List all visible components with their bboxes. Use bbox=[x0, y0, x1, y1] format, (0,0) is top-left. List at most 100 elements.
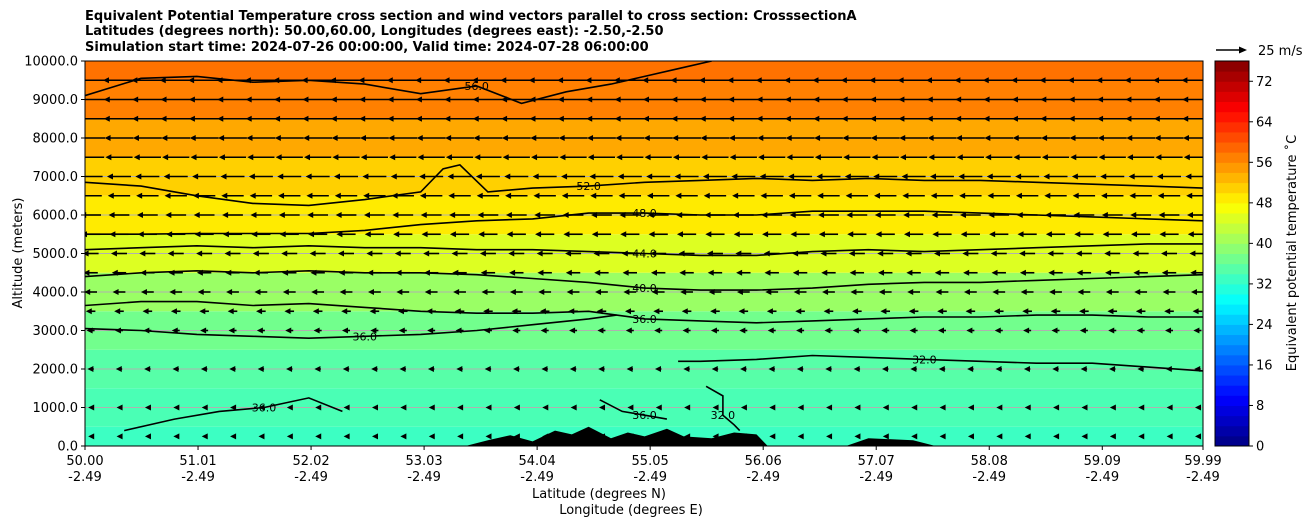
wind-vector bbox=[278, 212, 300, 218]
y-tick-label: 0.0 bbox=[57, 440, 78, 455]
wind-vector bbox=[338, 269, 354, 276]
wind-vector bbox=[273, 77, 306, 84]
wind-vector bbox=[169, 289, 183, 295]
wind-vector bbox=[196, 269, 212, 276]
wind-vector bbox=[103, 96, 135, 103]
wind-vector bbox=[849, 269, 865, 276]
wind-vector bbox=[646, 192, 670, 199]
wind-vector bbox=[590, 192, 613, 199]
colorbar-tick-label: 24 bbox=[1256, 318, 1273, 333]
wind-vector bbox=[1105, 289, 1119, 295]
wind-vector bbox=[703, 192, 727, 199]
wind-vector bbox=[501, 135, 531, 141]
wind-vector bbox=[591, 231, 612, 238]
wind-vector bbox=[903, 212, 925, 218]
wind-vector bbox=[274, 115, 305, 122]
wind-vector bbox=[614, 96, 646, 103]
wind-vector bbox=[732, 212, 754, 218]
wind-vector bbox=[88, 404, 95, 411]
wind-vector bbox=[736, 269, 751, 276]
wind-vector bbox=[445, 154, 474, 161]
contour-line bbox=[85, 243, 1203, 257]
wind-vector bbox=[485, 433, 492, 440]
wind-vector bbox=[926, 96, 958, 103]
wind-vector bbox=[371, 433, 378, 440]
wind-vector bbox=[1024, 404, 1031, 411]
wind-vector bbox=[444, 115, 475, 122]
wind-vector bbox=[937, 327, 946, 334]
wind-vector bbox=[698, 77, 731, 84]
wind-vector bbox=[784, 96, 816, 103]
wind-vector bbox=[708, 289, 722, 295]
wind-vector bbox=[1195, 433, 1202, 440]
colorbar-label: Equivalent potential temperature ˚C bbox=[1284, 135, 1300, 371]
wind-vector bbox=[939, 404, 946, 411]
contour-line bbox=[85, 210, 1203, 235]
wind-vector bbox=[188, 115, 220, 122]
wind-vector bbox=[1068, 115, 1100, 122]
wind-vector bbox=[111, 269, 127, 276]
wind-vector bbox=[143, 327, 152, 334]
wind-vector bbox=[193, 212, 215, 218]
wind-vector bbox=[792, 250, 809, 257]
wind-vector bbox=[358, 77, 391, 84]
wind-vector bbox=[812, 77, 845, 84]
wind-vector bbox=[911, 404, 918, 411]
wind-vector bbox=[307, 212, 329, 218]
wind-vector bbox=[282, 289, 296, 295]
wind-vector bbox=[313, 327, 322, 334]
wind-vector bbox=[958, 173, 983, 180]
wind-vector bbox=[1039, 77, 1072, 84]
wind-vector bbox=[511, 308, 522, 315]
plot-area: 56.0 52.0 48.0 44.0 40.0 36.0 36.0 32.0 32.0 36.0… bbox=[85, 61, 1203, 446]
wind-vector bbox=[230, 404, 237, 411]
wind-vector bbox=[192, 173, 217, 180]
wind-vector bbox=[105, 154, 133, 161]
wind-vector bbox=[508, 250, 525, 257]
y-axis-label: Altitude (meters) bbox=[11, 198, 26, 309]
wind-vector bbox=[902, 192, 925, 199]
wind-vector bbox=[739, 327, 748, 334]
wind-vector bbox=[878, 269, 893, 276]
wind-vector bbox=[371, 366, 378, 372]
wind-vector bbox=[448, 192, 471, 199]
wind-vector bbox=[331, 135, 361, 141]
wind-vector bbox=[823, 308, 834, 315]
wind-vector bbox=[309, 250, 326, 257]
wind-vector bbox=[926, 115, 958, 122]
wind-vector bbox=[983, 96, 1014, 103]
wind-vector bbox=[106, 173, 131, 180]
wind-vector bbox=[86, 327, 95, 334]
wind-vector bbox=[542, 404, 549, 411]
wind-vector bbox=[675, 192, 698, 199]
contour-label: 32.0 bbox=[912, 353, 937, 366]
contour-line bbox=[124, 397, 343, 432]
x-tick-label-lon: -2.49 bbox=[1085, 470, 1119, 485]
wind-vector bbox=[557, 96, 589, 103]
wind-vector bbox=[1013, 154, 1041, 161]
wind-vector bbox=[366, 250, 383, 257]
wind-vector bbox=[769, 404, 776, 411]
wind-vector bbox=[822, 289, 835, 295]
wind-vector bbox=[533, 192, 556, 199]
x-tick-label-lon: -2.49 bbox=[294, 470, 328, 485]
wind-vector bbox=[591, 212, 612, 218]
wind-vector bbox=[165, 212, 187, 218]
wind-vector bbox=[796, 366, 804, 372]
wind-vector bbox=[173, 433, 180, 440]
x-tick-label-lat: 59.99 bbox=[1184, 454, 1221, 469]
wind-vector bbox=[597, 327, 606, 334]
wind-vector bbox=[797, 404, 804, 411]
wind-vector bbox=[1045, 212, 1066, 218]
wind-vector bbox=[226, 289, 239, 295]
wind-vector bbox=[676, 212, 697, 218]
wind-vector bbox=[736, 289, 750, 295]
wind-vector bbox=[480, 269, 496, 276]
wind-vector bbox=[788, 192, 812, 199]
wind-vector bbox=[931, 212, 953, 218]
wind-vector bbox=[644, 154, 672, 161]
wind-vector bbox=[820, 250, 837, 257]
colorbar-segment bbox=[1215, 344, 1249, 356]
wind-vector bbox=[595, 289, 608, 295]
wind-vector bbox=[1157, 192, 1181, 199]
